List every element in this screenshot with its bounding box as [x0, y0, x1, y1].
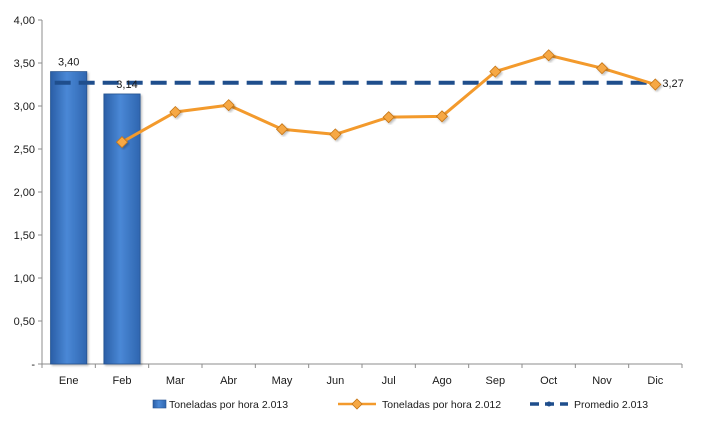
line-2012 — [115, 49, 662, 149]
y-tick-label: 2,00 — [14, 187, 35, 199]
x-tick-label: Mar — [166, 375, 185, 387]
line-2012-marker — [275, 123, 289, 136]
data-labels: 3,40 3,14 3,27 — [58, 57, 684, 91]
x-tick-label: Ene — [59, 375, 79, 387]
x-tick-label: Nov — [592, 375, 612, 387]
line-2012-marker — [489, 65, 502, 78]
legend-item-average: Promedio 2.013 — [530, 399, 648, 411]
bar — [50, 71, 88, 365]
average-value-label: 3,27 — [662, 78, 683, 90]
legend-item-line-2012: Toneladas por hora 2.012 — [338, 398, 501, 411]
line-2012-marker — [649, 78, 662, 91]
line-2012-marker — [329, 128, 342, 141]
y-tick-label: 4,00 — [14, 15, 35, 27]
x-tick-label: Sep — [486, 375, 506, 387]
y-tick-label: 3,00 — [14, 101, 35, 113]
x-tick-label: Ago — [432, 375, 452, 387]
y-tick-label: 1,50 — [14, 230, 35, 242]
line-2012-marker — [169, 105, 182, 119]
line-2012-path — [121, 53, 656, 144]
legend-swatch-dot — [546, 401, 552, 407]
x-tick-label: May — [272, 375, 293, 387]
legend-swatch-diamond — [351, 398, 363, 410]
line-2012-marker — [382, 111, 395, 124]
bar-value-label: 3,14 — [116, 79, 137, 91]
legend-label-average: Promedio 2.013 — [574, 399, 648, 411]
legend-label-line: Toneladas por hora 2.012 — [382, 399, 501, 411]
line-2012-marker — [115, 136, 129, 149]
x-tick-label: Jul — [382, 375, 396, 387]
y-ticks: - 0,50 1,00 1,50 2,00 2,50 3,00 3,50 4,00 — [14, 15, 42, 371]
bars — [50, 71, 141, 365]
x-tick-label: Abr — [220, 375, 237, 387]
x-tick-label: Dic — [647, 375, 663, 387]
x-tick-label: Oct — [540, 375, 557, 387]
x-tick-label: Feb — [113, 375, 132, 387]
legend-label-bars: Toneladas por hora 2.013 — [169, 399, 288, 411]
y-tick-label: - — [31, 359, 35, 371]
line-2012-marker — [222, 99, 235, 112]
x-tick-label: Jun — [326, 375, 344, 387]
line-2012-marker — [542, 49, 555, 62]
y-tick-label: 2,50 — [14, 144, 35, 156]
y-tick-label: 0,50 — [14, 316, 35, 328]
x-ticks: Ene Feb Mar Abr May Jun Jul Ago Sep Oct Nov Dic — [41, 364, 683, 387]
bar-value-label: 3,40 — [58, 57, 79, 69]
y-tick-label: 3,50 — [14, 58, 35, 70]
legend-item-bars-2013: Toneladas por hora 2.013 — [152, 399, 288, 411]
line-2012-marker — [595, 62, 609, 75]
y-tick-label: 1,00 — [14, 273, 35, 285]
line-2012-marker — [435, 110, 449, 123]
legend: Toneladas por hora 2.013 Toneladas por h… — [152, 398, 648, 411]
legend-swatch-bar — [152, 399, 167, 409]
